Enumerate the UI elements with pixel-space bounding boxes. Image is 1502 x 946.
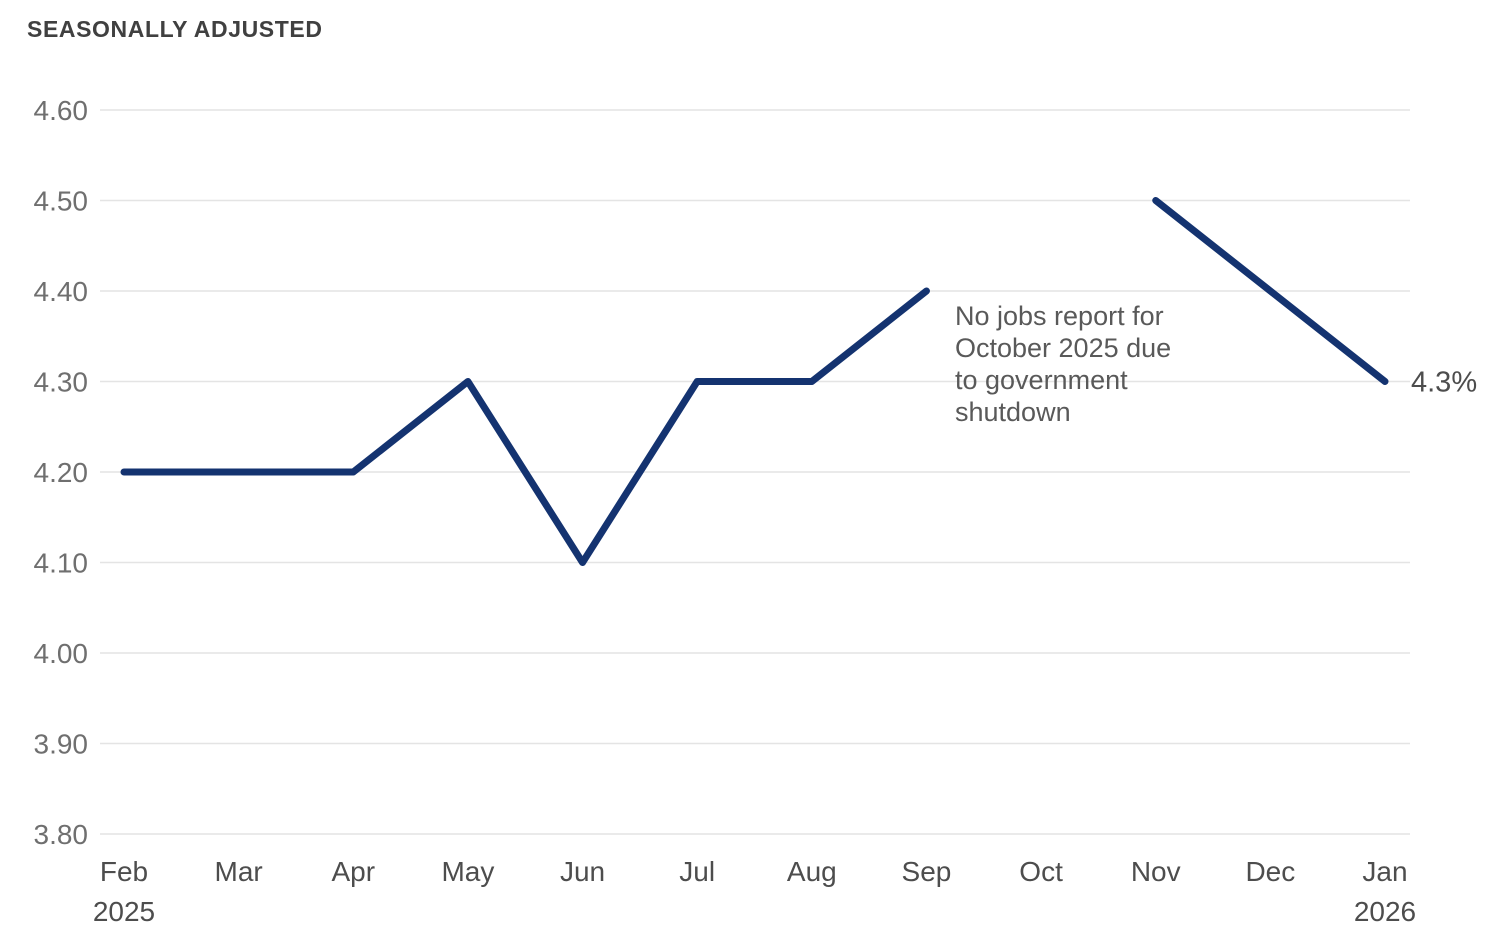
x-tick-label: Mar (215, 856, 263, 887)
x-tick-label: Apr (331, 856, 375, 887)
x-tick-label: Feb (100, 856, 148, 887)
y-tick-label: 4.00 (34, 638, 89, 669)
annotation-text: to government (955, 365, 1128, 395)
x-tick-label: Aug (787, 856, 837, 887)
y-tick-label: 4.10 (34, 548, 89, 579)
x-tick-year-label: 2026 (1354, 896, 1416, 927)
x-tick-label: May (441, 856, 494, 887)
y-tick-label: 3.80 (34, 819, 89, 850)
annotation-text: shutdown (955, 397, 1071, 427)
annotation-text: October 2025 due (955, 333, 1171, 363)
series-line (1152, 197, 1389, 385)
y-tick-label: 3.90 (34, 729, 89, 760)
y-tick-label: 4.50 (34, 186, 89, 217)
y-tick-label: 4.20 (34, 457, 89, 488)
x-tick-label: Dec (1245, 856, 1295, 887)
x-tick-year-label: 2025 (93, 896, 155, 927)
x-tick-label: Jun (560, 856, 605, 887)
series-line (120, 287, 930, 566)
x-tick-label: Sep (902, 856, 952, 887)
x-tick-label: Oct (1019, 856, 1063, 887)
x-tick-label: Jul (679, 856, 715, 887)
y-tick-label: 4.40 (34, 276, 89, 307)
end-value-label: 4.3% (1411, 367, 1477, 399)
y-tick-label: 4.30 (34, 367, 89, 398)
chart-title: SEASONALLY ADJUSTED (27, 16, 323, 42)
x-tick-label: Nov (1131, 856, 1181, 887)
y-tick-label: 4.60 (34, 95, 89, 126)
x-tick-label: Jan (1362, 856, 1407, 887)
annotation-text: No jobs report for (955, 301, 1164, 331)
